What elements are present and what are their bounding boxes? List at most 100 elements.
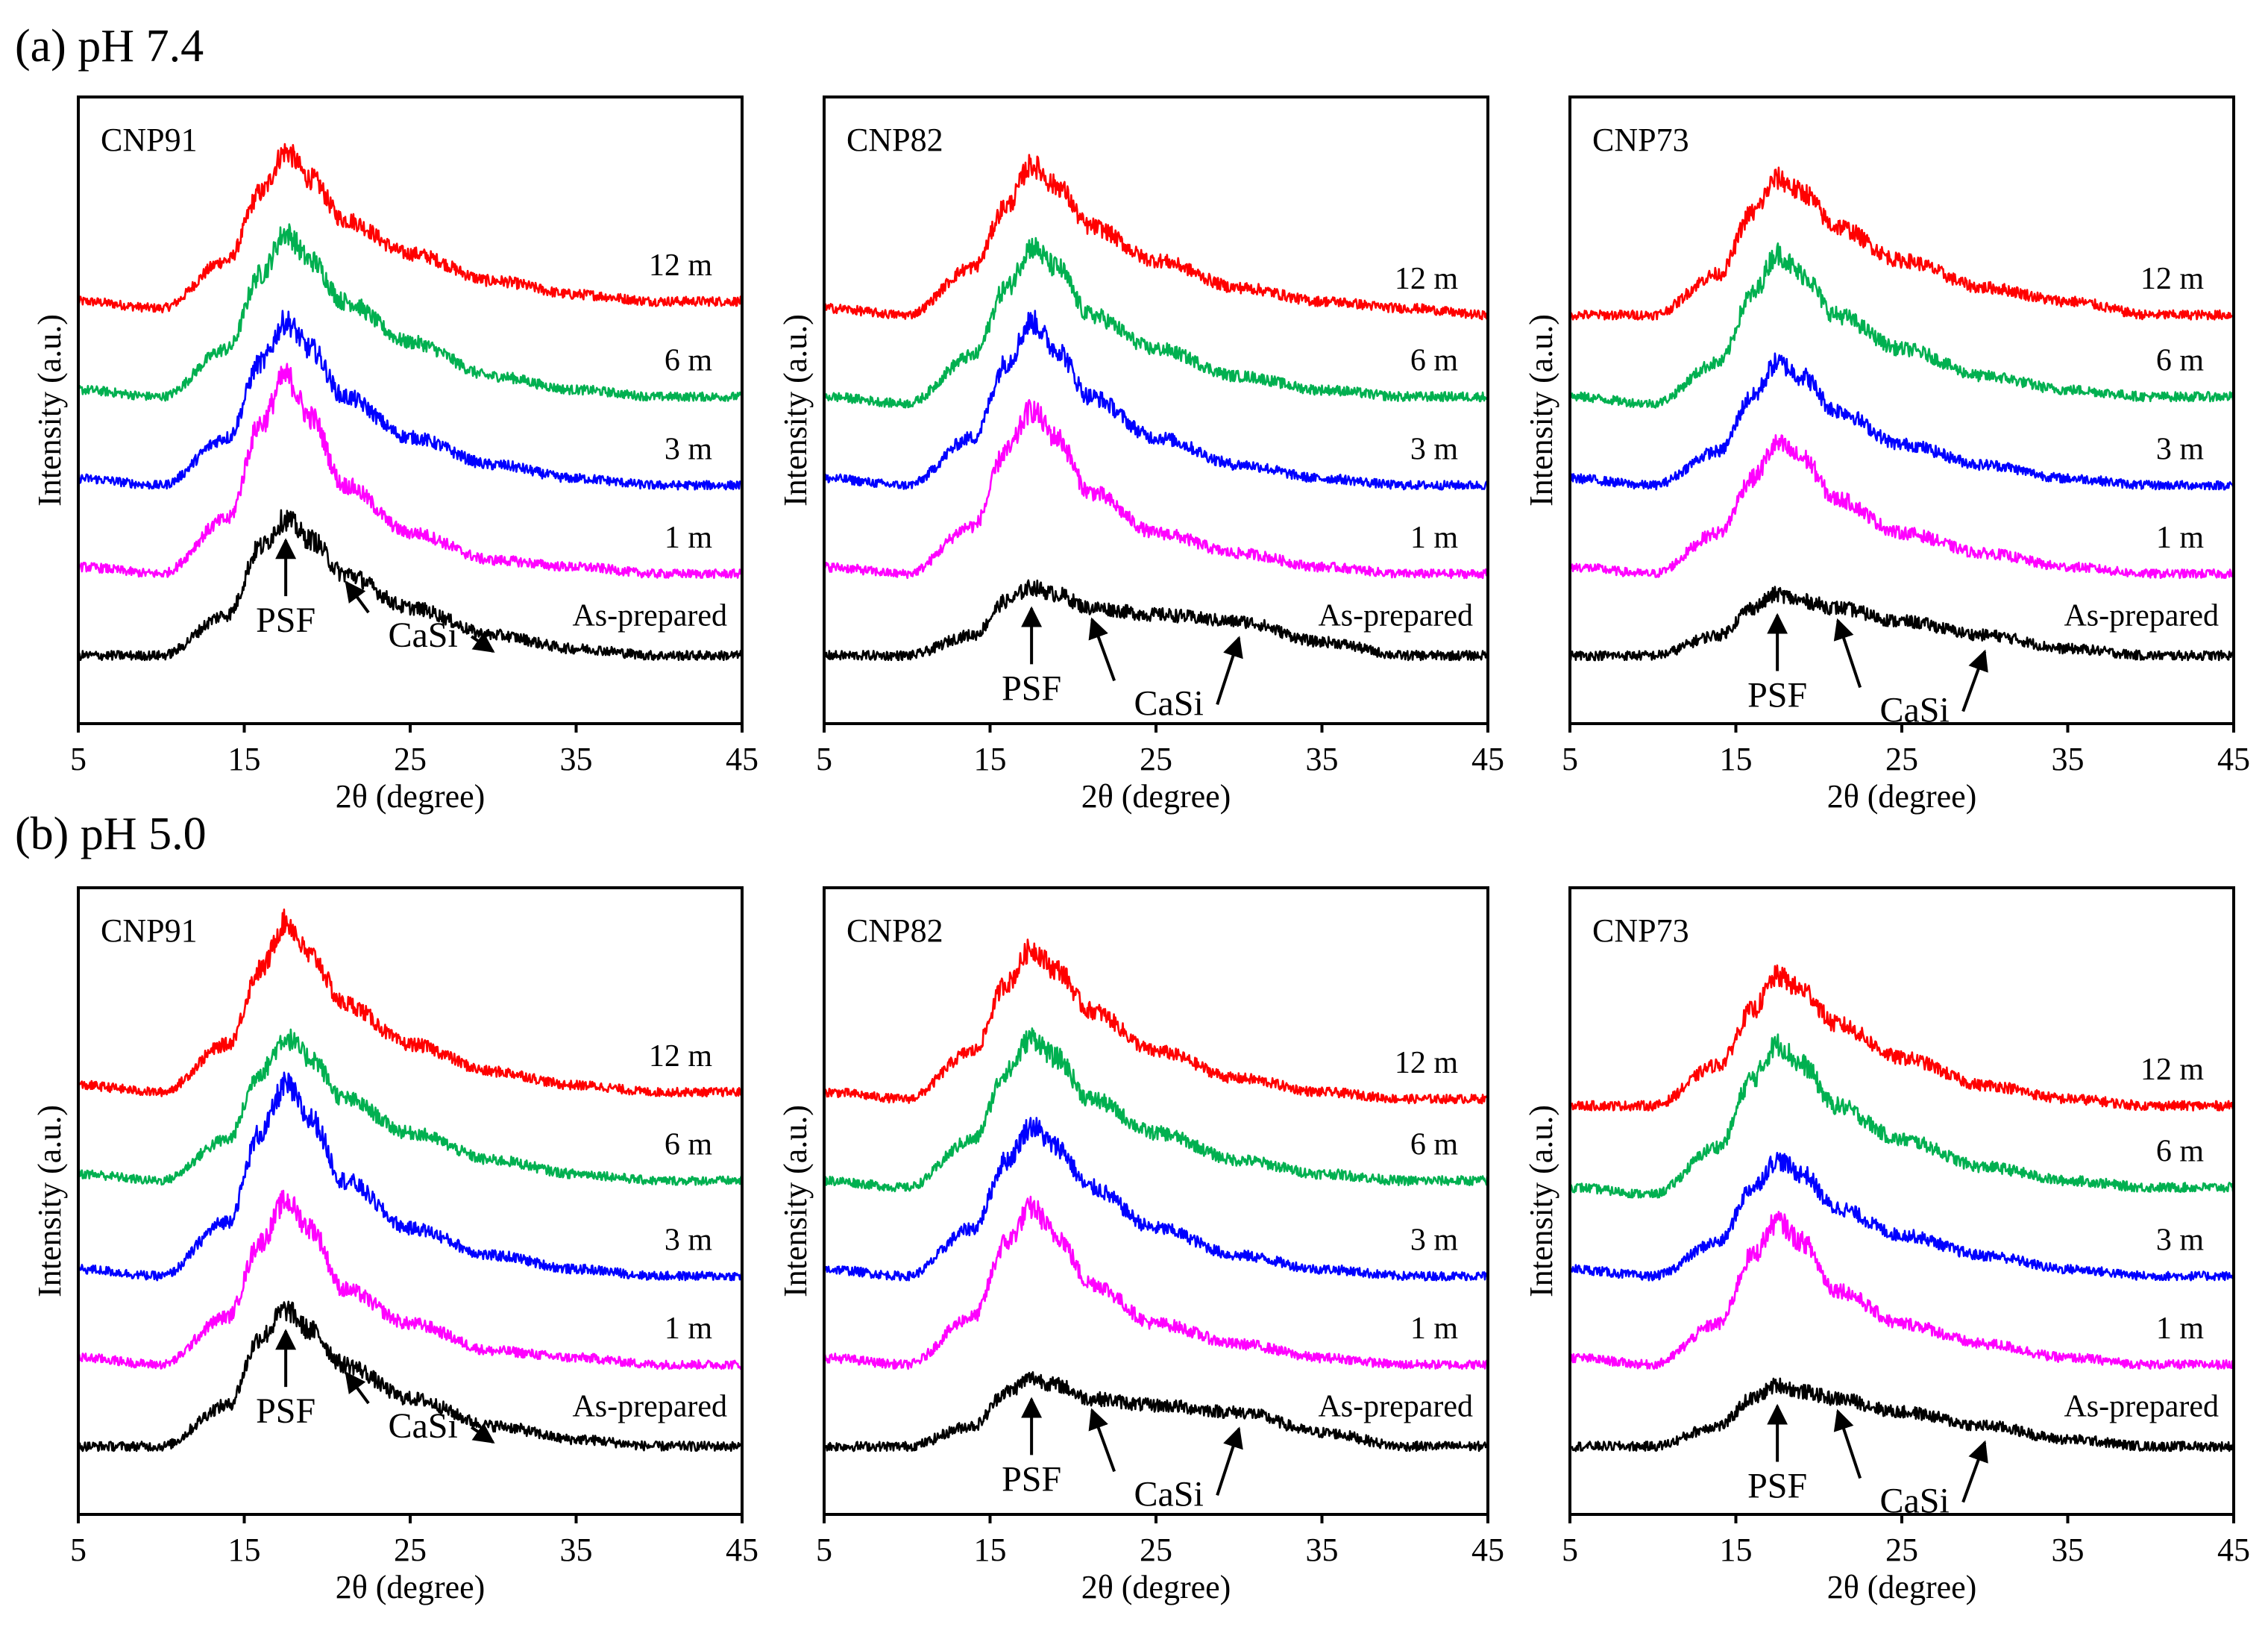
- series-line-3-m: [1568, 1152, 2234, 1282]
- panel-a-CNP82: 12 m 6 m 3 m 1 m As-prepared CNP82 5 15 25 35 45 2θ…: [777, 95, 1504, 815]
- series-label: 1 m: [665, 1311, 713, 1346]
- series-line-6-m: [823, 236, 1489, 409]
- x-tick-label: 5: [816, 1532, 832, 1568]
- series-line-1-m: [823, 1195, 1489, 1370]
- series-label: 3 m: [1410, 1223, 1459, 1257]
- x-tick-label: 5: [70, 741, 87, 777]
- series-line-6-m: [77, 223, 744, 402]
- y-axis-title: Intensity (a.u.): [31, 314, 68, 507]
- series-line-as-prepared: [1568, 1377, 2235, 1452]
- series-line-as-prepared: [77, 1300, 744, 1452]
- x-tick-label: 5: [1562, 741, 1578, 777]
- series-label: 6 m: [665, 344, 713, 378]
- casi-arrow-right: [1961, 649, 1988, 712]
- x-tick-label: 45: [726, 1532, 758, 1568]
- panel-b-CNP91: 12 m 6 m 3 m 1 m As-prepared CNP91 5 15 25 35 45 2θ…: [31, 886, 758, 1605]
- panel-b-CNP82: 12 m 6 m 3 m 1 m As-prepared CNP82 5 15 25 35 45 2θ…: [777, 886, 1504, 1605]
- series-label: As-prepared: [572, 1390, 727, 1424]
- x-tick-label: 5: [1562, 1532, 1578, 1568]
- section-title-b: (b) pH 5.0: [15, 809, 207, 859]
- casi-arrow-right: [1961, 1440, 1988, 1503]
- psf-label: PSF: [1002, 1459, 1061, 1499]
- series-label: 6 m: [1410, 1128, 1459, 1162]
- x-tick-label: 35: [560, 1532, 593, 1568]
- series-label: As-prepared: [572, 599, 727, 633]
- x-tick-label: 5: [70, 1532, 87, 1568]
- series-line-12-m: [78, 908, 744, 1098]
- x-tick-label: 15: [228, 1532, 261, 1568]
- x-tick-label: 35: [1306, 1532, 1339, 1568]
- casi-label: CaSi: [1134, 1474, 1203, 1514]
- x-tick-label: 25: [1140, 1532, 1172, 1568]
- section-title-a: (a) pH 7.4: [15, 21, 204, 72]
- x-tick-label: 45: [2217, 1532, 2250, 1568]
- panel-name: CNP73: [1592, 122, 1689, 158]
- series-label: 12 m: [2140, 262, 2205, 296]
- series-label: 3 m: [1410, 432, 1459, 466]
- x-axis-title: 2θ (degree): [336, 1569, 486, 1605]
- x-axis-title: 2θ (degree): [336, 778, 486, 815]
- series-label: 3 m: [2156, 1223, 2205, 1257]
- series-line-as-prepared: [77, 509, 744, 662]
- panel-b-CNP73: 12 m 6 m 3 m 1 m As-prepared CNP73 5 15 25 35 45 2θ…: [1523, 886, 2250, 1605]
- series-line-as-prepared: [823, 579, 1489, 662]
- x-tick-label: 25: [394, 741, 427, 777]
- x-tick-label: 15: [974, 1532, 1007, 1568]
- series-line-1-m: [77, 1189, 744, 1370]
- series-line-6-m: [1569, 242, 2235, 409]
- series-label: As-prepared: [2064, 1390, 2219, 1424]
- x-tick-label: 35: [2052, 741, 2085, 777]
- series-label: As-prepared: [1318, 1390, 1473, 1424]
- psf-label: PSF: [1002, 668, 1061, 708]
- panel-name: CNP82: [846, 912, 943, 949]
- x-tick-label: 25: [1885, 741, 1918, 777]
- casi-arrow-right: [1216, 1426, 1243, 1497]
- casi-arrow-left: [1833, 618, 1862, 689]
- casi-arrow-left: [345, 580, 370, 614]
- y-axis-title: Intensity (a.u.): [777, 1105, 814, 1297]
- panel-a-CNP91: 12 m 6 m 3 m 1 m As-prepared CNP91 5 15 25 35 45 2θ…: [31, 95, 758, 815]
- series-line-12-m: [823, 154, 1489, 321]
- x-axis-title: 2θ (degree): [1827, 1569, 1977, 1605]
- psf-label: PSF: [256, 1391, 315, 1431]
- series-line-6-m: [77, 1028, 744, 1186]
- series-label: 12 m: [649, 248, 713, 283]
- casi-arrow-left: [345, 1371, 370, 1405]
- x-tick-label: 25: [394, 1532, 427, 1568]
- series-label: 3 m: [665, 432, 713, 466]
- series-label: 12 m: [2140, 1053, 2205, 1087]
- casi-arrow-left: [1088, 617, 1116, 682]
- series-label: 3 m: [665, 1223, 713, 1257]
- series-line-3-m: [77, 1071, 744, 1282]
- series-label: 12 m: [1395, 262, 1459, 296]
- series-label: 1 m: [1410, 521, 1459, 555]
- panel-a-CNP73: 12 m 6 m 3 m 1 m As-prepared CNP73 5 15 25 35 45 2θ…: [1523, 95, 2250, 815]
- y-axis-title: Intensity (a.u.): [1523, 314, 1559, 507]
- panel-name: CNP82: [846, 122, 943, 158]
- panel-name: CNP91: [101, 912, 198, 949]
- x-tick-label: 15: [974, 741, 1007, 777]
- x-tick-label: 15: [228, 741, 261, 777]
- series-label: 1 m: [665, 521, 713, 555]
- series-label: As-prepared: [2064, 599, 2219, 633]
- x-axis-title: 2θ (degree): [1827, 778, 1977, 815]
- x-axis-title: 2θ (degree): [1081, 778, 1231, 815]
- x-tick-label: 15: [1720, 741, 1753, 777]
- series-line-6-m: [823, 1027, 1489, 1193]
- series-label: As-prepared: [1318, 599, 1473, 633]
- series-line-3-m: [1569, 352, 2235, 491]
- series-line-6-m: [1568, 1033, 2235, 1199]
- series-label: 3 m: [2156, 432, 2205, 466]
- series-label: 6 m: [2156, 1135, 2205, 1169]
- casi-arrow-right: [470, 1423, 495, 1444]
- series-line-12-m: [823, 938, 1489, 1105]
- y-axis-title: Intensity (a.u.): [31, 1105, 68, 1297]
- series-line-1-m: [823, 398, 1489, 580]
- series-line-12-m: [1568, 964, 2235, 1112]
- series-line-1-m: [1569, 1211, 2235, 1370]
- x-tick-label: 45: [726, 741, 758, 777]
- series-label: 1 m: [1410, 1311, 1459, 1346]
- panels-group: 12 m 6 m 3 m 1 m As-prepared CNP91 5 15 25 35 45 2θ…: [31, 95, 2250, 1605]
- series-label: 12 m: [1395, 1046, 1459, 1080]
